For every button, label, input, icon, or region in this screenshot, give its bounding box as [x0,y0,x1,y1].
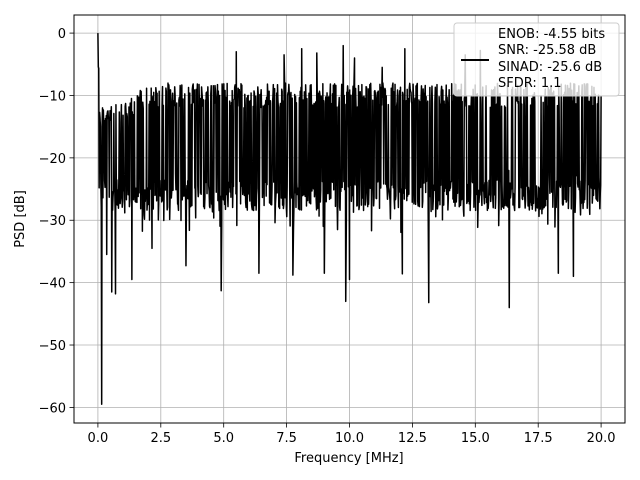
y-tick-label: −20 [39,152,66,167]
x-tick-label: 17.5 [524,431,553,446]
x-tick-label: 12.5 [398,431,427,446]
y-tick-label: −40 [39,277,66,292]
legend-entry-snr: SNR: -25.58 dB [498,43,596,58]
y-tick-label: −50 [39,339,66,354]
x-tick-label: 0.0 [88,431,109,446]
x-tick-label: 20.0 [587,431,616,446]
x-tick-label: 15.0 [461,431,490,446]
x-tick-label: 7.5 [276,431,297,446]
psd-series-line [97,33,602,406]
axis-ticks: 0.0 2.5 5.0 7.5 10.0 12.5 15.0 17.5 20.0 0 −10 −20 −… [39,27,616,446]
y-tick-label: 0 [58,27,66,42]
legend: ENOB: -4.55 bits SNR: -25.58 dB SINAD: -… [453,22,620,97]
y-axis-label: PSD [dB] [13,190,28,248]
legend-box [453,22,620,97]
x-axis-label: Frequency [MHz] [294,451,403,466]
plot-area [97,33,602,406]
y-tick-label: −10 [39,89,66,104]
x-tick-label: 10.0 [335,431,364,446]
y-tick-label: −60 [39,401,66,416]
legend-entry-enob: ENOB: -4.55 bits [498,27,605,42]
legend-entry-sfdr: SFDR: 1.1 [498,76,562,91]
x-tick-label: 5.0 [213,431,234,446]
legend-entry-sinad: SINAD: -25.6 dB [498,60,602,75]
y-tick-label: −30 [39,214,66,229]
x-tick-label: 2.5 [150,431,171,446]
